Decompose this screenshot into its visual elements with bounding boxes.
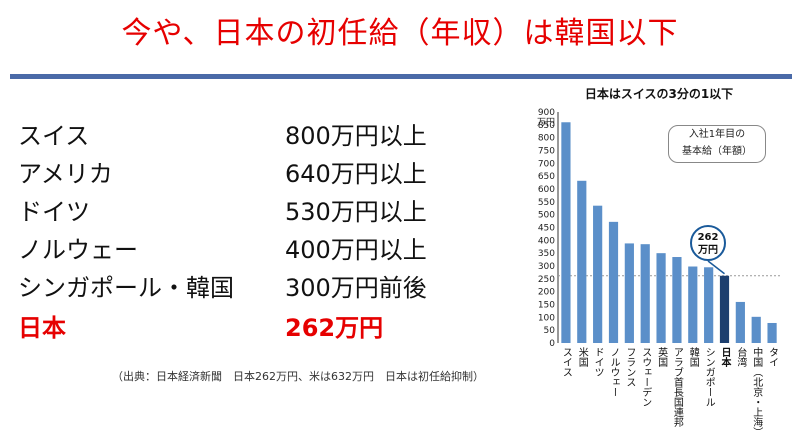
country-label: 日本	[18, 314, 66, 342]
salary-row: アメリカ 640万円以上	[18, 154, 478, 192]
bar	[561, 122, 571, 343]
chart-title: 日本はスイスの3分の1以下	[584, 87, 734, 101]
country-label: アメリカ	[18, 160, 113, 188]
salary-row-japan: 日本 262万円	[18, 308, 478, 346]
legend-line: 入社1年目の	[688, 129, 746, 140]
salary-value: 640万円以上	[285, 160, 427, 188]
bar	[672, 257, 682, 343]
bar	[767, 322, 777, 343]
x-category-label: 日本	[719, 347, 731, 368]
y-tick-label: 650	[538, 172, 555, 182]
x-category-label: シンガポール	[703, 347, 715, 407]
bar	[593, 205, 603, 343]
bar	[719, 275, 730, 343]
salary-value: 300万円前後	[285, 274, 427, 302]
bar	[735, 301, 745, 343]
callout-value: 262	[697, 232, 719, 243]
country-label: ドイツ	[18, 198, 90, 226]
y-tick-label: 900	[538, 108, 555, 118]
x-category-label: フランス	[624, 347, 635, 387]
bar	[640, 244, 650, 343]
bar	[704, 267, 714, 343]
y-tick-label: 150	[538, 301, 555, 311]
x-category-label: スイス	[560, 347, 572, 377]
callout-unit: 万円	[698, 245, 718, 256]
country-label: スイス	[18, 122, 90, 150]
salary-value: 400万円以上	[285, 236, 427, 264]
y-tick-label: 100	[538, 313, 555, 323]
y-tick-label: 300	[538, 262, 555, 272]
bar	[656, 253, 666, 343]
salary-value: 800万円以上	[285, 122, 427, 150]
title-divider	[10, 74, 792, 79]
y-tick-label: 600	[538, 185, 555, 195]
callout-pointer	[707, 260, 725, 275]
x-category-label: 台湾	[735, 346, 747, 368]
slide-title: 今や、日本の初任給（年収）は韓国以下	[121, 16, 679, 51]
y-tick-label: 400	[538, 236, 555, 246]
x-category-label: タイ	[767, 347, 779, 367]
y-axis-unit: 万円	[537, 117, 555, 128]
chart-legend-box: 入社1年目の 基本給（年額）	[668, 125, 766, 163]
x-category-label: 韓国	[687, 347, 699, 368]
y-tick-label: 350	[538, 249, 555, 259]
x-category-label: 米国	[576, 346, 588, 368]
bar	[751, 316, 761, 343]
salary-row: ノルウェー 400万円以上	[18, 230, 478, 268]
y-tick-label: 200	[538, 288, 555, 298]
salary-row: スイス 800万円以上	[18, 116, 478, 154]
source-note: （出典：日本経済新聞 日本262万円、米は632万円 日本は初任給抑制）	[112, 370, 484, 383]
country-label: ノルウェー	[18, 236, 138, 264]
x-category-label: 英国	[656, 346, 668, 368]
y-tick-label: 50	[544, 326, 556, 336]
chart-svg: 0 50 100 150 200 250 300 350 400 450 500 550 600 650 7…	[537, 108, 780, 437]
x-category-label: ドイツ	[592, 347, 604, 377]
x-category-label: ノルウェー	[608, 347, 620, 397]
salary-row: ドイツ 530万円以上	[18, 192, 478, 230]
x-category-label: スウェーデン	[640, 347, 652, 407]
y-tick-label: 0	[549, 339, 555, 349]
bar	[577, 180, 587, 343]
y-tick-label: 550	[538, 198, 555, 208]
y-tick-label: 700	[538, 159, 555, 169]
y-tick-label: 500	[538, 211, 555, 221]
y-tick-label: 750	[538, 147, 555, 157]
bar	[608, 221, 619, 343]
x-category-label: アラブ首長国連邦	[671, 347, 683, 428]
japan-callout: 262 万円	[690, 225, 726, 261]
bar	[624, 243, 634, 343]
salary-bar-chart: 0 50 100 150 200 250 300 350 400 450 500 550 600 650 7…	[528, 85, 790, 440]
bar	[688, 266, 698, 343]
y-tick-label: 450	[538, 224, 555, 234]
x-category-label: 中国（北京・上海）	[751, 346, 763, 437]
y-tick-label: 800	[538, 134, 555, 144]
salary-value: 262万円	[285, 314, 384, 342]
country-label: シンガポール・韓国	[18, 274, 234, 302]
salary-row: シンガポール・韓国 300万円前後	[18, 268, 478, 306]
y-tick-label: 850	[538, 121, 555, 131]
y-tick-label: 250	[538, 275, 555, 285]
salary-value: 530万円以上	[285, 198, 427, 226]
legend-line: 基本給（年額）	[682, 146, 752, 157]
